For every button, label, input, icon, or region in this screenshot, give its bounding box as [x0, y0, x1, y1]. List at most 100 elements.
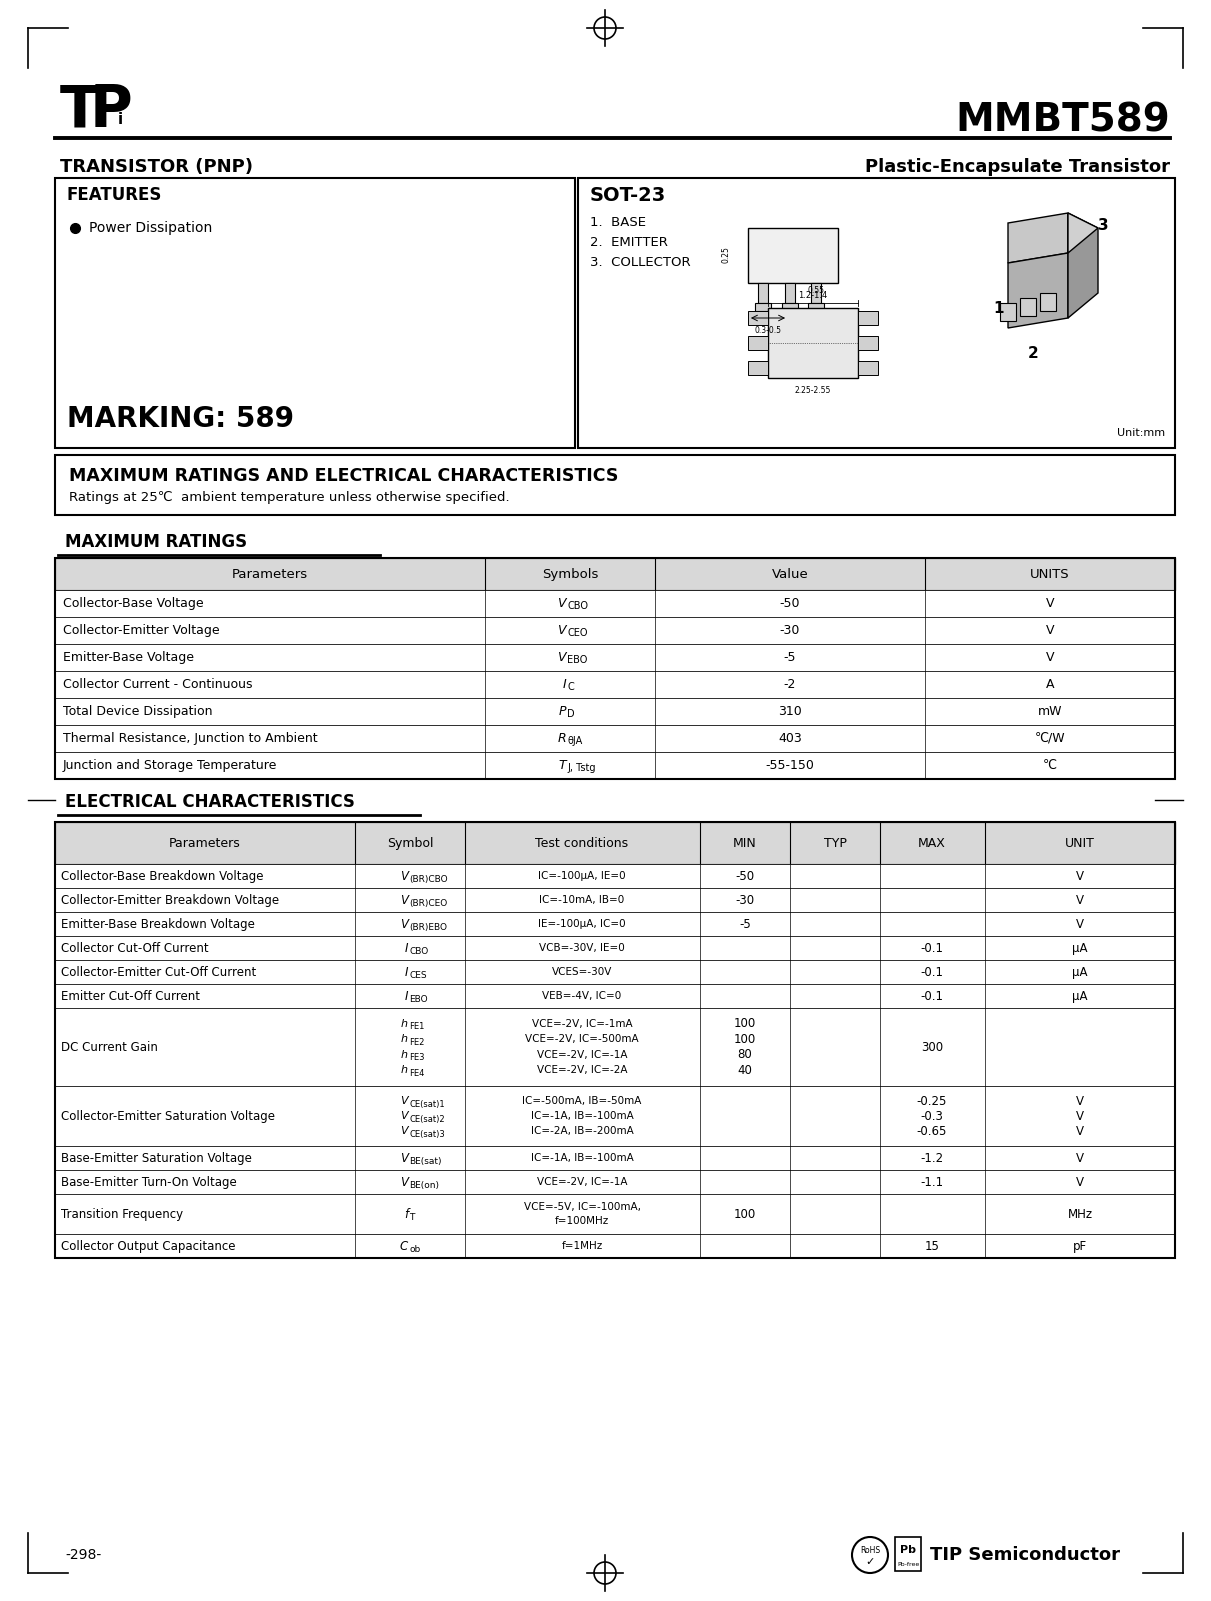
Text: V: V [1077, 917, 1084, 930]
Text: VEB=-4V, IC=0: VEB=-4V, IC=0 [543, 991, 621, 1001]
Text: FE3: FE3 [409, 1053, 425, 1063]
Text: f=1MHz: f=1MHz [562, 1241, 603, 1250]
Text: Base-Emitter Saturation Voltage: Base-Emitter Saturation Voltage [61, 1151, 252, 1164]
Bar [54, 937, 1175, 961]
Text: VCE=-2V, IC=-1mA: VCE=-2V, IC=-1mA [532, 1018, 632, 1028]
Text: -2: -2 [784, 677, 796, 690]
Text: T: T [61, 82, 99, 139]
Text: UNIT: UNIT [1064, 836, 1095, 850]
Text: Collector-Emitter Breakdown Voltage: Collector-Emitter Breakdown Voltage [61, 893, 279, 906]
Text: Total Device Dissipation: Total Device Dissipation [63, 704, 212, 717]
Text: Collector-Emitter Cut-Off Current: Collector-Emitter Cut-Off Current [61, 965, 257, 978]
Text: V: V [1077, 1151, 1084, 1164]
Text: mW: mW [1038, 704, 1062, 717]
Bar [748, 311, 768, 325]
Text: V: V [1046, 597, 1055, 610]
Text: Transition Frequency: Transition Frequency [61, 1207, 183, 1220]
Text: Power Dissipation: Power Dissipation [88, 221, 212, 235]
Text: CE(sat)2: CE(sat)2 [409, 1114, 444, 1124]
Text: (BR)CBO: (BR)CBO [409, 874, 448, 884]
Text: 100: 100 [734, 1017, 756, 1029]
Text: 15: 15 [924, 1239, 940, 1252]
Text: 2.  EMITTER: 2. EMITTER [590, 235, 668, 250]
Bar [54, 889, 1175, 913]
Text: Thermal Resistance, Junction to Ambient: Thermal Resistance, Junction to Ambient [63, 732, 317, 744]
Text: V: V [557, 597, 566, 610]
Text: Collector Output Capacitance: Collector Output Capacitance [61, 1239, 235, 1252]
Polygon shape [1068, 213, 1098, 319]
Text: BE(on): BE(on) [409, 1180, 440, 1190]
Bar [54, 1234, 1175, 1258]
Text: Parameters: Parameters [233, 567, 308, 581]
Bar [808, 303, 823, 311]
Bar [754, 303, 771, 311]
Bar [782, 303, 798, 311]
Text: DC Current Gain: DC Current Gain [61, 1041, 157, 1053]
Bar [54, 821, 1175, 1258]
Text: V: V [1046, 623, 1055, 637]
Text: C: C [400, 1239, 408, 1252]
Bar [54, 559, 1175, 780]
Bar [54, 913, 1175, 937]
Text: SOT-23: SOT-23 [590, 186, 666, 205]
Text: 310: 310 [779, 704, 802, 717]
Text: I: I [404, 965, 408, 978]
Text: ℃: ℃ [1043, 759, 1057, 772]
Polygon shape [1008, 253, 1068, 328]
Text: f: f [404, 1207, 408, 1220]
Text: FE2: FE2 [409, 1037, 424, 1047]
Text: -5: -5 [739, 917, 751, 930]
Text: FE4: FE4 [409, 1069, 424, 1077]
Text: -5: -5 [784, 650, 797, 663]
Text: IC=-100μA, IE=0: IC=-100μA, IE=0 [538, 871, 626, 881]
Text: h: h [401, 1050, 408, 1060]
Text: -1.2: -1.2 [920, 1151, 943, 1164]
Text: 1.2-1.4: 1.2-1.4 [798, 291, 827, 299]
Text: IC=-500mA, IB=-50mA: IC=-500mA, IB=-50mA [522, 1097, 642, 1106]
Text: MAXIMUM RATINGS: MAXIMUM RATINGS [65, 533, 247, 551]
Text: J, Tstg: J, Tstg [567, 764, 596, 773]
Bar [578, 178, 1175, 448]
Text: Collector Cut-Off Current: Collector Cut-Off Current [61, 941, 208, 954]
Text: Plastic-Encapsulate Transistor: Plastic-Encapsulate Transistor [865, 158, 1170, 176]
Text: IC=-1A, IB=-100mA: IC=-1A, IB=-100mA [530, 1153, 633, 1162]
Text: 3.  COLLECTOR: 3. COLLECTOR [590, 256, 690, 269]
Text: CE(sat)1: CE(sat)1 [409, 1100, 444, 1108]
Text: MIN: MIN [733, 836, 757, 850]
Text: Pb: Pb [900, 1545, 916, 1555]
Text: I: I [404, 989, 408, 1002]
Text: EBO: EBO [409, 994, 427, 1004]
Text: CE(sat)3: CE(sat)3 [409, 1129, 444, 1138]
Bar [54, 865, 1175, 889]
Text: BE(sat): BE(sat) [409, 1156, 442, 1166]
Text: VCES=-30V: VCES=-30V [552, 967, 613, 977]
Text: VCE=-2V, IC=-1A: VCE=-2V, IC=-1A [536, 1050, 627, 1060]
Bar [895, 1537, 922, 1571]
Text: 3: 3 [1098, 218, 1108, 234]
Text: CBO: CBO [409, 946, 429, 956]
Text: ℃/W: ℃/W [1034, 732, 1066, 744]
Bar [54, 961, 1175, 985]
Text: Ratings at 25℃  ambient temperature unless otherwise specified.: Ratings at 25℃ ambient temperature unles… [69, 492, 510, 504]
Text: -0.25: -0.25 [917, 1095, 947, 1108]
Text: Unit:mm: Unit:mm [1117, 427, 1165, 439]
Polygon shape [1040, 293, 1056, 311]
Text: EBO: EBO [567, 655, 587, 664]
Text: Collector-Base Breakdown Voltage: Collector-Base Breakdown Voltage [61, 869, 264, 882]
Text: Test conditions: Test conditions [535, 836, 629, 850]
Bar [758, 283, 768, 303]
Text: I: I [562, 677, 566, 690]
Bar [54, 455, 1175, 516]
Bar [54, 1009, 1175, 1085]
Text: (BR)EBO: (BR)EBO [409, 922, 447, 932]
Text: (BR)CEO: (BR)CEO [409, 898, 447, 908]
Text: Collector-Emitter Saturation Voltage: Collector-Emitter Saturation Voltage [61, 1109, 275, 1122]
Text: Base-Emitter Turn-On Voltage: Base-Emitter Turn-On Voltage [61, 1175, 236, 1188]
Text: Emitter Cut-Off Current: Emitter Cut-Off Current [61, 989, 200, 1002]
Bar [54, 178, 575, 448]
Text: VCE=-2V, IC=-2A: VCE=-2V, IC=-2A [536, 1065, 627, 1076]
Text: V: V [1046, 650, 1055, 663]
Text: Collector-Base Voltage: Collector-Base Voltage [63, 597, 203, 610]
Text: -30: -30 [735, 893, 754, 906]
Text: VCB=-30V, IE=0: VCB=-30V, IE=0 [539, 943, 625, 953]
